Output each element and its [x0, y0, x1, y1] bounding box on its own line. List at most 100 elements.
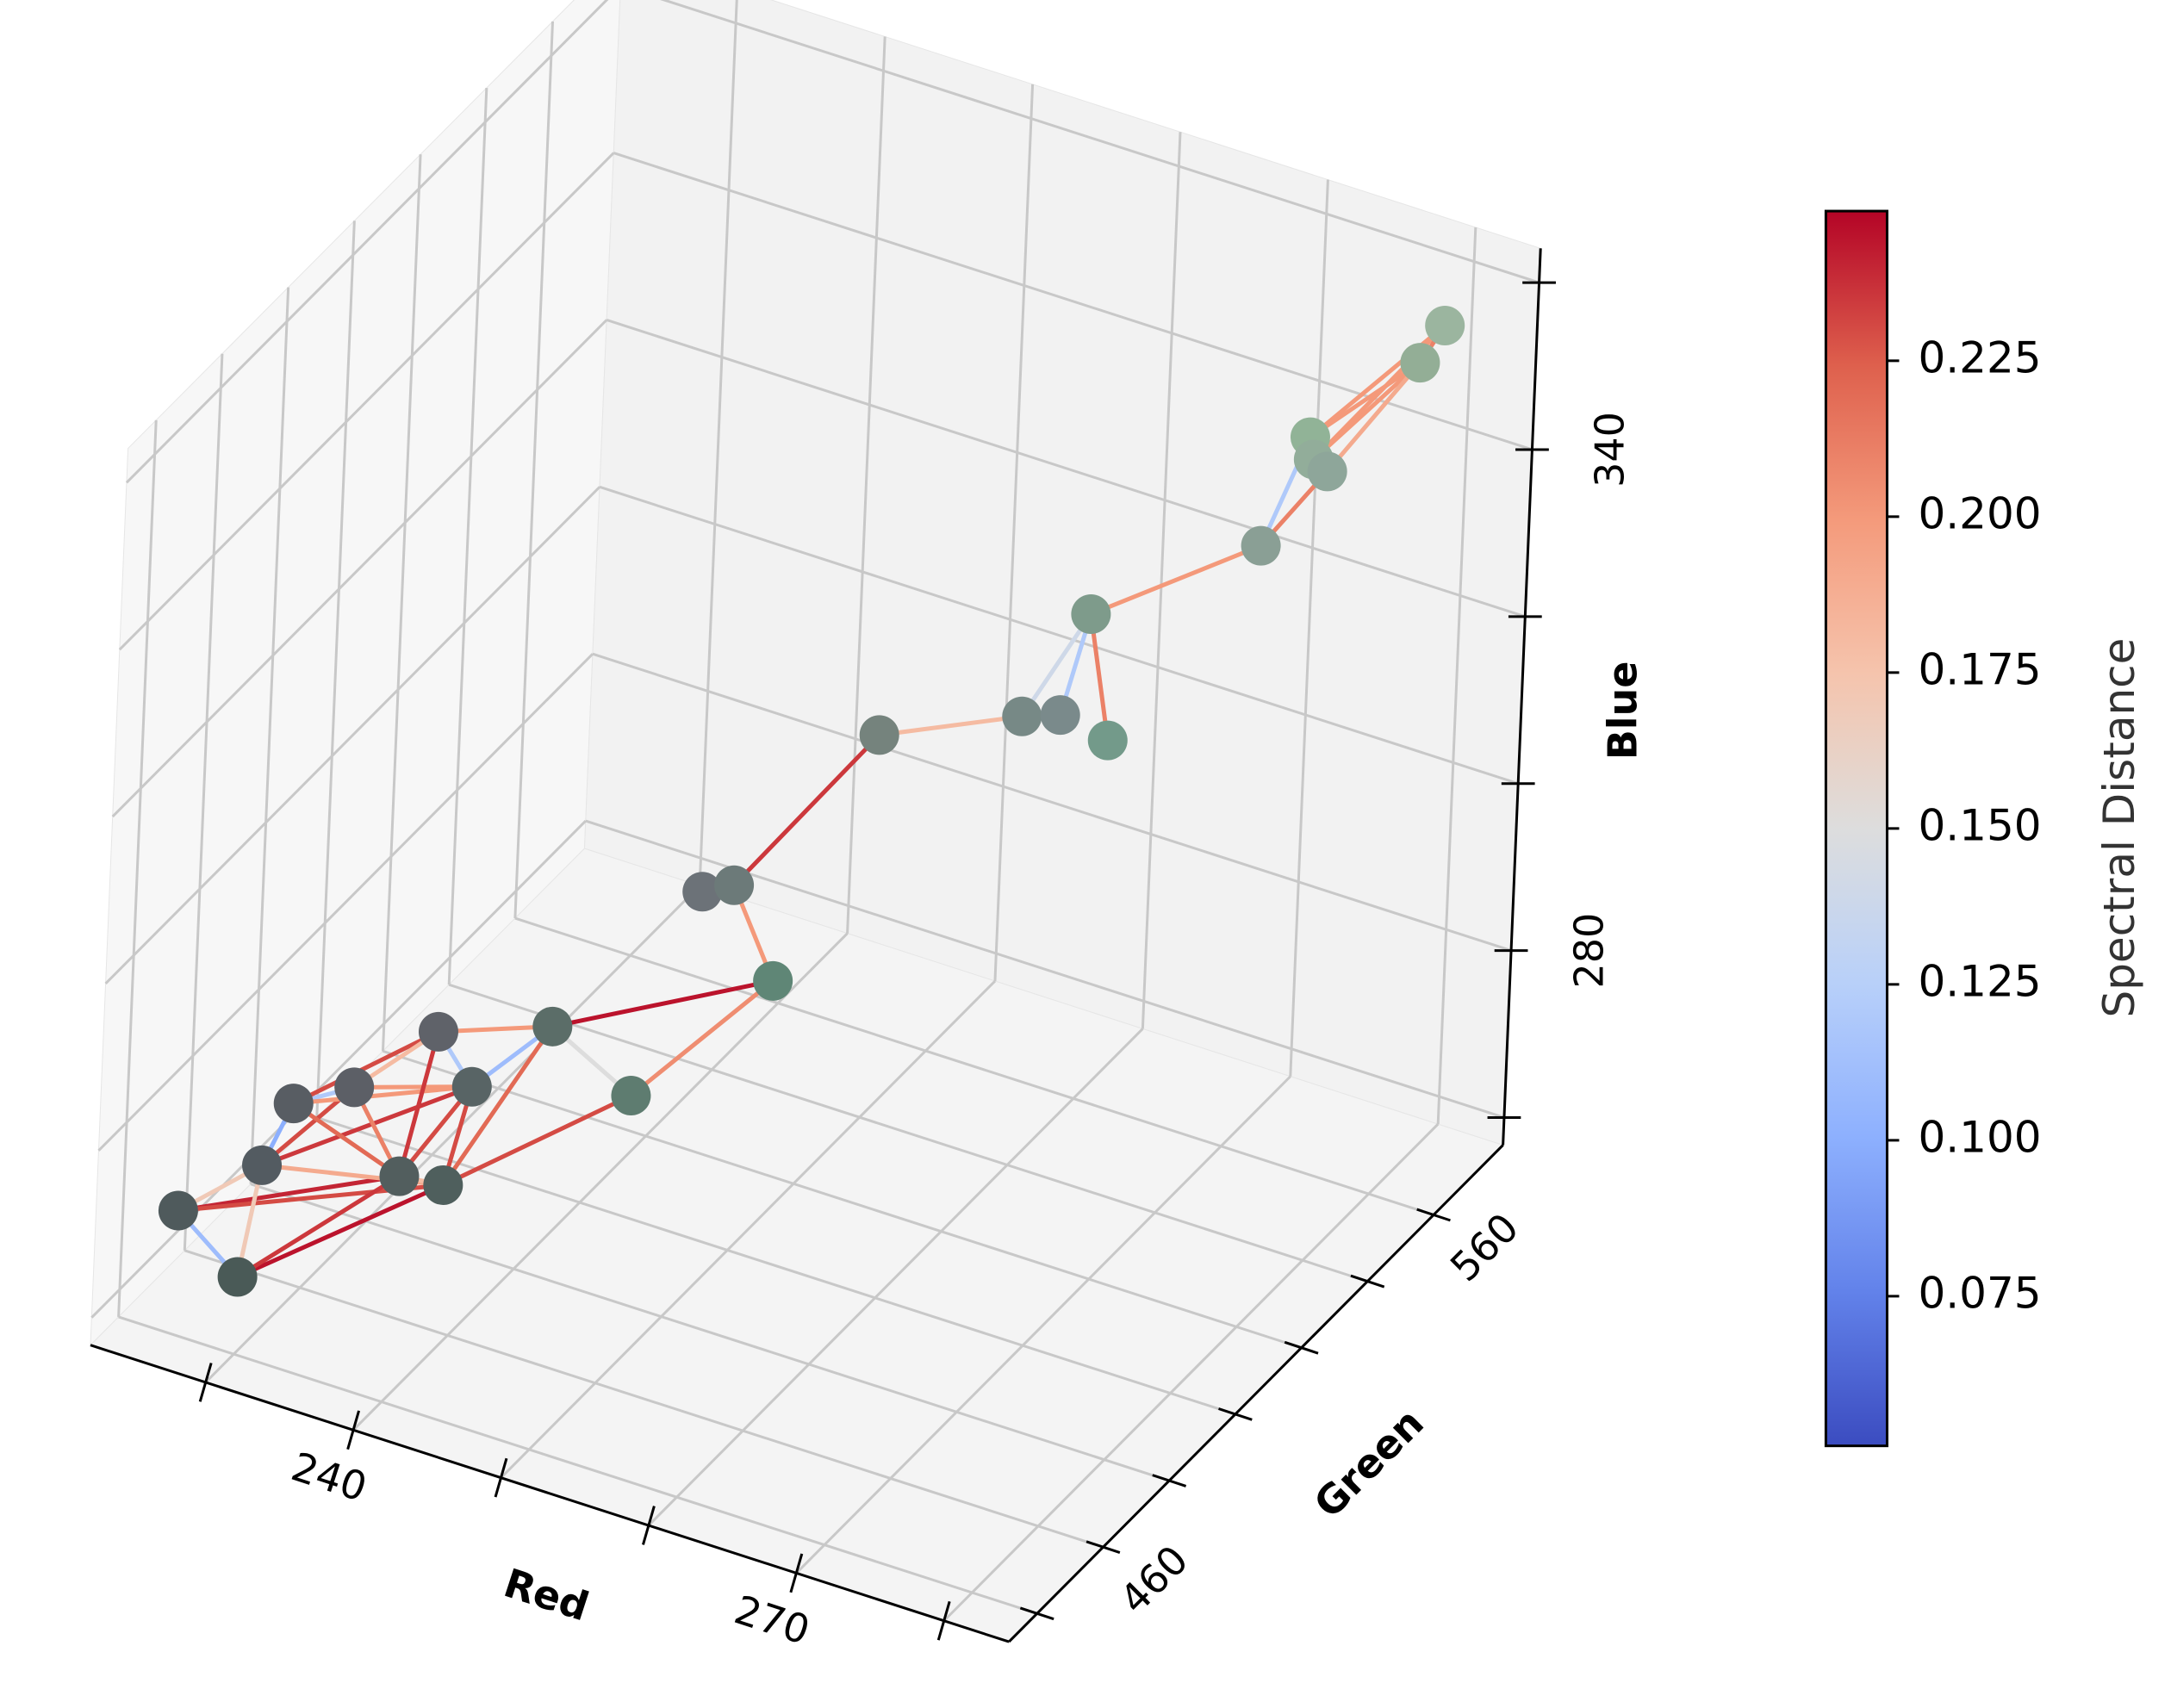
tick-mark — [642, 1506, 656, 1545]
point — [158, 1190, 198, 1231]
grid-line — [381, 154, 422, 1052]
grid-line — [1289, 179, 1329, 1077]
point — [418, 1011, 458, 1052]
tick-label: 340 — [1587, 412, 1633, 488]
y-axis-line — [1008, 1144, 1504, 1643]
colorbar-tick-label: 0.200 — [1918, 488, 2041, 538]
edge — [731, 732, 882, 888]
point — [451, 1066, 492, 1107]
colorbar-tick-label: 0.100 — [1918, 1112, 2041, 1162]
point — [379, 1156, 420, 1196]
grid-line — [183, 353, 224, 1251]
colorbar-tick-label: 0.150 — [1918, 800, 2041, 850]
tick-label: 460 — [1110, 1537, 1197, 1623]
grid-line — [698, 0, 738, 886]
point — [1307, 451, 1347, 492]
grid-line — [316, 1116, 1236, 1416]
colorbar-tick-label: 0.175 — [1918, 644, 2041, 694]
edge — [291, 1029, 441, 1106]
grid-line — [514, 916, 1434, 1216]
grid-line — [846, 36, 886, 934]
grid-line — [647, 1028, 1144, 1527]
tick-mark — [198, 1363, 213, 1402]
colorbar-tick-label: 0.075 — [1918, 1268, 2041, 1318]
grid-line — [184, 1249, 1104, 1549]
point — [753, 960, 793, 1001]
tick-mark — [1416, 1208, 1451, 1222]
point — [273, 1084, 314, 1124]
edge — [440, 1093, 633, 1188]
tick-mark — [1152, 1474, 1187, 1488]
point — [217, 1257, 258, 1297]
z-axis-line — [1502, 248, 1542, 1146]
edge — [176, 1174, 401, 1213]
grid-line — [90, 820, 587, 1319]
grid-line — [795, 1075, 1291, 1574]
grid-line — [1436, 227, 1477, 1125]
edge — [259, 1084, 475, 1168]
edge — [1088, 543, 1264, 617]
edge — [550, 978, 775, 1029]
grid-line — [117, 419, 158, 1318]
edge — [1088, 612, 1110, 743]
edge — [235, 1183, 445, 1279]
colorbar-tick-label: 0.125 — [1918, 956, 2041, 1006]
point — [1087, 720, 1128, 761]
edge — [628, 978, 775, 1098]
edge — [877, 714, 1024, 737]
grid-line — [97, 653, 594, 1152]
tick-mark — [1284, 1340, 1319, 1355]
colorbar-tick-label: 0.225 — [1918, 332, 2041, 382]
tick-label: 280 — [1565, 913, 1612, 989]
colorbar-label: Spectral Distance — [2094, 638, 2144, 1018]
edge — [396, 1029, 441, 1179]
point — [714, 865, 755, 905]
edge — [440, 1024, 555, 1188]
grid-line — [118, 1315, 1038, 1615]
grid-line — [104, 486, 601, 985]
point — [1040, 695, 1080, 736]
grid-line — [352, 932, 849, 1432]
x-axis-line — [90, 1344, 1010, 1643]
tick-mark — [1218, 1407, 1253, 1421]
grid-line — [1141, 132, 1182, 1029]
grid-line — [993, 84, 1035, 982]
grid-line — [513, 21, 555, 919]
point — [242, 1145, 283, 1185]
axis-title: Red — [499, 1559, 594, 1630]
tick-mark — [346, 1410, 361, 1450]
tick-label: 270 — [729, 1586, 815, 1653]
point — [1425, 305, 1465, 345]
tick-mark — [1086, 1540, 1121, 1555]
grid-line — [448, 983, 1368, 1283]
grid-line — [118, 152, 615, 651]
point — [1002, 696, 1042, 736]
axis-title: Blue — [1599, 661, 1645, 761]
grid-line — [660, 0, 1540, 284]
edge — [291, 1084, 475, 1106]
tick-mark — [1350, 1274, 1385, 1289]
tick-mark — [789, 1553, 804, 1593]
point — [532, 1006, 573, 1047]
tick-mark — [494, 1457, 508, 1498]
tick-mark — [936, 1600, 951, 1641]
point — [1241, 525, 1281, 566]
point — [1071, 593, 1111, 634]
colorbar — [1824, 209, 1888, 1448]
grid-line — [315, 220, 356, 1118]
point — [423, 1165, 463, 1205]
edge — [1325, 360, 1422, 474]
grid-line — [250, 1183, 1170, 1482]
grid-line — [249, 287, 290, 1184]
point — [611, 1076, 651, 1116]
axis-title: Green — [1305, 1400, 1433, 1527]
grid-line — [383, 1049, 1303, 1350]
edge — [1019, 612, 1093, 719]
grid-line — [592, 652, 1512, 953]
grid-line — [606, 319, 1526, 618]
grid-line — [500, 979, 997, 1479]
point — [334, 1067, 375, 1108]
grid-line — [599, 485, 1519, 786]
tick-mark — [1019, 1606, 1054, 1621]
